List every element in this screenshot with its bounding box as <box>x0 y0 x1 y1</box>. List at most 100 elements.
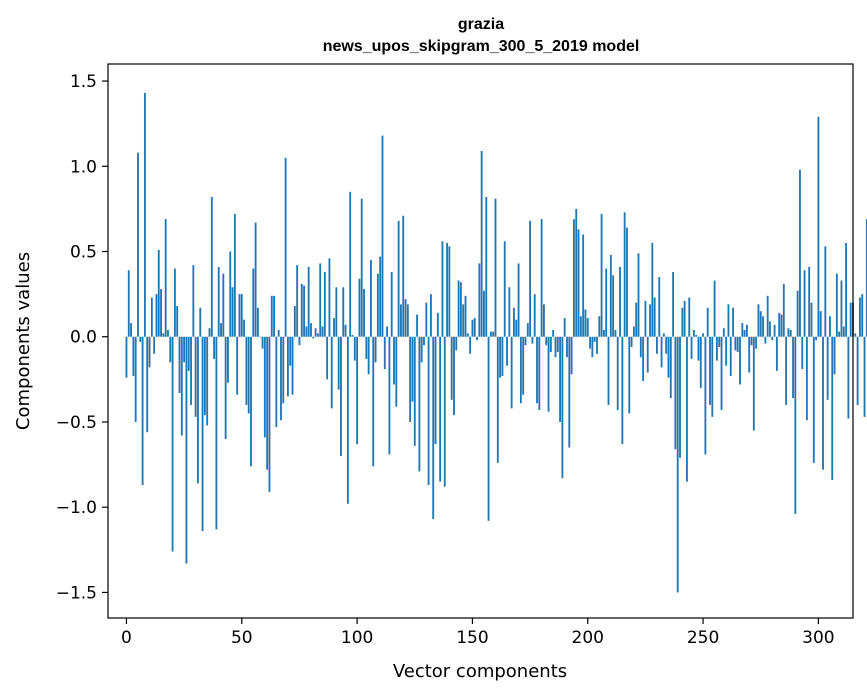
bar-72 <box>291 336 294 395</box>
bar-200 <box>586 317 589 337</box>
bar-77 <box>303 285 305 337</box>
bar-75 <box>298 336 301 346</box>
bar-294 <box>803 270 806 337</box>
bar-204 <box>596 336 598 354</box>
bar-76 <box>300 283 303 337</box>
bar-127 <box>418 336 421 472</box>
bar-308 <box>835 273 838 337</box>
bar-137 <box>441 241 444 337</box>
bar-230 <box>656 336 658 354</box>
bar-236 <box>669 336 672 399</box>
bar-273 <box>755 336 758 349</box>
bar-267 <box>741 323 744 337</box>
bar-301 <box>819 311 822 337</box>
bar-153 <box>478 263 481 337</box>
bar-45 <box>229 251 232 337</box>
bar-298 <box>812 336 815 463</box>
bar-49 <box>238 294 241 337</box>
bar-122 <box>406 304 409 337</box>
bar-251 <box>704 336 707 455</box>
bar-276 <box>762 316 764 337</box>
bar-295 <box>805 336 808 421</box>
bar-41 <box>220 323 222 337</box>
bar-228 <box>651 242 654 337</box>
bar-199 <box>584 309 587 337</box>
bar-227 <box>649 304 651 337</box>
bar-111 <box>381 135 384 337</box>
bar-50 <box>240 294 243 337</box>
bar-218 <box>628 336 631 414</box>
bar-244 <box>688 297 691 337</box>
bar-310 <box>840 280 843 337</box>
bar-220 <box>632 326 635 337</box>
bar-287 <box>787 328 790 337</box>
bar-36 <box>208 328 211 337</box>
bar-115 <box>390 271 393 337</box>
bar-281 <box>773 324 776 337</box>
bar-189 <box>561 336 564 479</box>
bar-66 <box>277 329 280 337</box>
bar-23 <box>178 336 181 393</box>
bar-260 <box>725 336 728 366</box>
bar-57 <box>257 307 259 337</box>
bar-262 <box>729 336 732 376</box>
bar-240 <box>679 336 681 458</box>
chart-subtitle: news_upos_skipgram_300_5_2019 model <box>323 38 640 55</box>
bars-group <box>125 92 867 593</box>
bar-105 <box>367 336 370 375</box>
bar-107 <box>372 336 375 467</box>
bar-94 <box>342 287 345 337</box>
bar-304 <box>826 336 829 400</box>
bar-190 <box>563 317 566 337</box>
bar-303 <box>824 246 827 337</box>
x-tick-label: 300 <box>802 628 834 648</box>
bar-272 <box>752 336 755 431</box>
bar-164 <box>503 241 506 337</box>
bar-103 <box>363 289 365 337</box>
bar-217 <box>626 227 628 337</box>
y-axis: −1.5 −1.0 −0.5 0.0 0.5 1.0 1.5 <box>56 72 108 603</box>
bar-286 <box>785 336 788 405</box>
bar-312 <box>845 242 848 337</box>
bar-110 <box>379 256 382 337</box>
bar-15 <box>160 289 162 337</box>
bar-170 <box>517 263 520 337</box>
bar-24 <box>180 336 183 436</box>
y-tick-label: −1.0 <box>56 498 97 518</box>
bar-11 <box>150 297 153 337</box>
bar-82 <box>314 328 317 337</box>
bar-212 <box>614 329 617 337</box>
bar-146 <box>462 304 465 337</box>
bar-2 <box>130 323 132 337</box>
x-tick-label: 0 <box>121 628 132 648</box>
bar-59 <box>261 336 264 349</box>
bar-79 <box>307 266 310 337</box>
bar-13 <box>155 294 158 337</box>
bar-309 <box>838 331 841 337</box>
bar-174 <box>526 323 529 337</box>
x-tick-label: 100 <box>341 628 373 648</box>
bar-180 <box>540 219 543 337</box>
bar-8 <box>143 92 146 337</box>
bar-156 <box>485 196 488 337</box>
bar-133 <box>432 336 435 520</box>
x-tick-label: 200 <box>572 628 604 648</box>
bar-246 <box>692 329 695 337</box>
bar-73 <box>293 306 296 337</box>
bar-116 <box>393 336 395 385</box>
bar-280 <box>771 336 774 341</box>
y-tick-label: 0.0 <box>70 328 97 348</box>
bar-22 <box>176 306 179 337</box>
bar-171 <box>519 336 522 404</box>
bar-179 <box>538 336 541 411</box>
bar-229 <box>653 297 656 337</box>
bar-187 <box>556 336 559 353</box>
bar-71 <box>289 336 292 366</box>
bar-126 <box>416 314 418 337</box>
bar-108 <box>374 336 377 363</box>
bar-282 <box>775 336 778 371</box>
bar-243 <box>686 336 688 482</box>
bar-163 <box>501 336 504 376</box>
y-tick-label: 1.5 <box>70 72 97 92</box>
bar-160 <box>494 198 497 337</box>
